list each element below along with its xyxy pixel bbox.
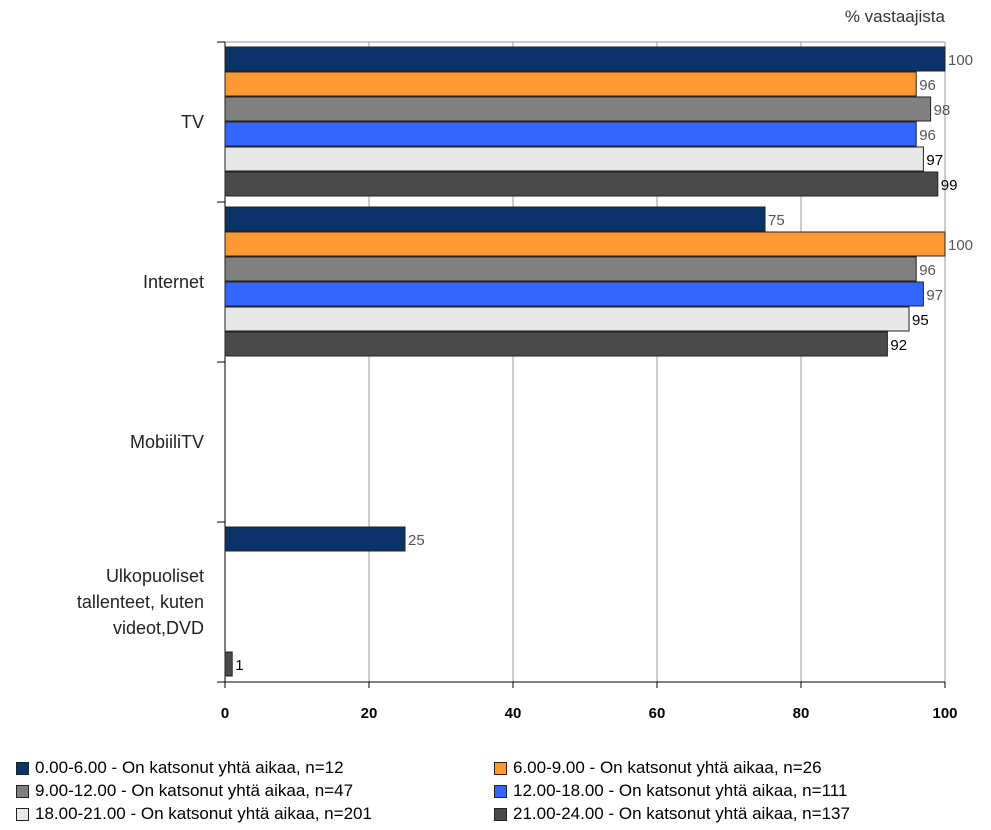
legend-item: 0.00-6.00 - On katsonut yhtä aikaa, n=12: [16, 758, 344, 778]
bar: [224, 231, 946, 257]
legend-label: 6.00-9.00 - On katsonut yhtä aikaa, n=26: [513, 758, 822, 777]
data-label: 95: [912, 312, 929, 329]
legend-item: 18.00-21.00 - On katsonut yhtä aikaa, n=…: [16, 804, 372, 824]
data-label: 1: [235, 657, 243, 674]
category-label: MobiiliTV: [130, 432, 204, 452]
category-label: Internet: [143, 272, 204, 292]
bar-chart: 0 20 40 60 80 100 TV Internet MobiiliTV Ulkopuoli…: [77, 41, 973, 722]
legend-swatch: [16, 807, 29, 821]
data-label: 100: [948, 52, 973, 69]
legend-item: 21.00-24.00 - On katsonut yhtä aikaa, n=…: [494, 804, 850, 824]
data-label: 92: [890, 337, 907, 354]
data-label: 96: [919, 77, 936, 94]
legend-swatch: [16, 761, 29, 775]
data-label: 25: [408, 532, 425, 549]
legend-swatch: [494, 761, 507, 775]
category-label: Ulkopuoliset: [106, 566, 204, 586]
legend-swatch: [16, 784, 29, 798]
legend-label: 21.00-24.00 - On katsonut yhtä aikaa, n=…: [513, 804, 850, 823]
legend-swatch: [494, 784, 507, 798]
legend-label: 12.00-18.00 - On katsonut yhtä aikaa, n=…: [513, 781, 848, 800]
x-tick-label: 60: [649, 705, 666, 722]
bar: [224, 281, 924, 307]
bar: [224, 171, 939, 197]
x-tick-label: 100: [932, 705, 957, 722]
legend-label: 18.00-21.00 - On katsonut yhtä aikaa, n=…: [35, 804, 372, 823]
bar: [224, 526, 406, 552]
legend-item: 12.00-18.00 - On katsonut yhtä aikaa, n=…: [494, 781, 847, 801]
data-label: 98: [934, 102, 951, 119]
data-label: 96: [919, 127, 936, 144]
x-tick-label: 0: [221, 705, 229, 722]
data-label: 75: [768, 212, 785, 229]
bar: [224, 96, 932, 122]
data-label: 97: [926, 152, 943, 169]
bar: [224, 121, 917, 147]
bar: [224, 651, 233, 677]
x-tick-label: 40: [505, 705, 522, 722]
legend-label: 9.00-12.00 - On katsonut yhtä aikaa, n=4…: [35, 781, 354, 800]
bar: [224, 206, 766, 232]
legend-label: 0.00-6.00 - On katsonut yhtä aikaa, n=12: [35, 758, 344, 777]
x-tick-label: 80: [793, 705, 810, 722]
data-label: 97: [926, 287, 943, 304]
bar: [224, 71, 917, 97]
bar: [224, 256, 917, 282]
data-label: 100: [948, 237, 973, 254]
x-tick-label: 20: [361, 705, 378, 722]
bar: [224, 331, 888, 357]
legend-swatch: [494, 807, 507, 821]
data-label: 99: [941, 177, 958, 194]
legend-item: 9.00-12.00 - On katsonut yhtä aikaa, n=4…: [16, 781, 353, 801]
category-label: videot,DVD: [113, 618, 204, 638]
unit-label: % vastaajista: [844, 7, 945, 26]
data-label: 96: [919, 262, 936, 279]
legend-item: 6.00-9.00 - On katsonut yhtä aikaa, n=26: [494, 758, 822, 778]
bar: [224, 146, 924, 172]
bar: [224, 46, 946, 72]
bar: [224, 306, 910, 332]
category-label: TV: [181, 112, 204, 132]
category-label: tallenteet, kuten: [77, 592, 204, 612]
